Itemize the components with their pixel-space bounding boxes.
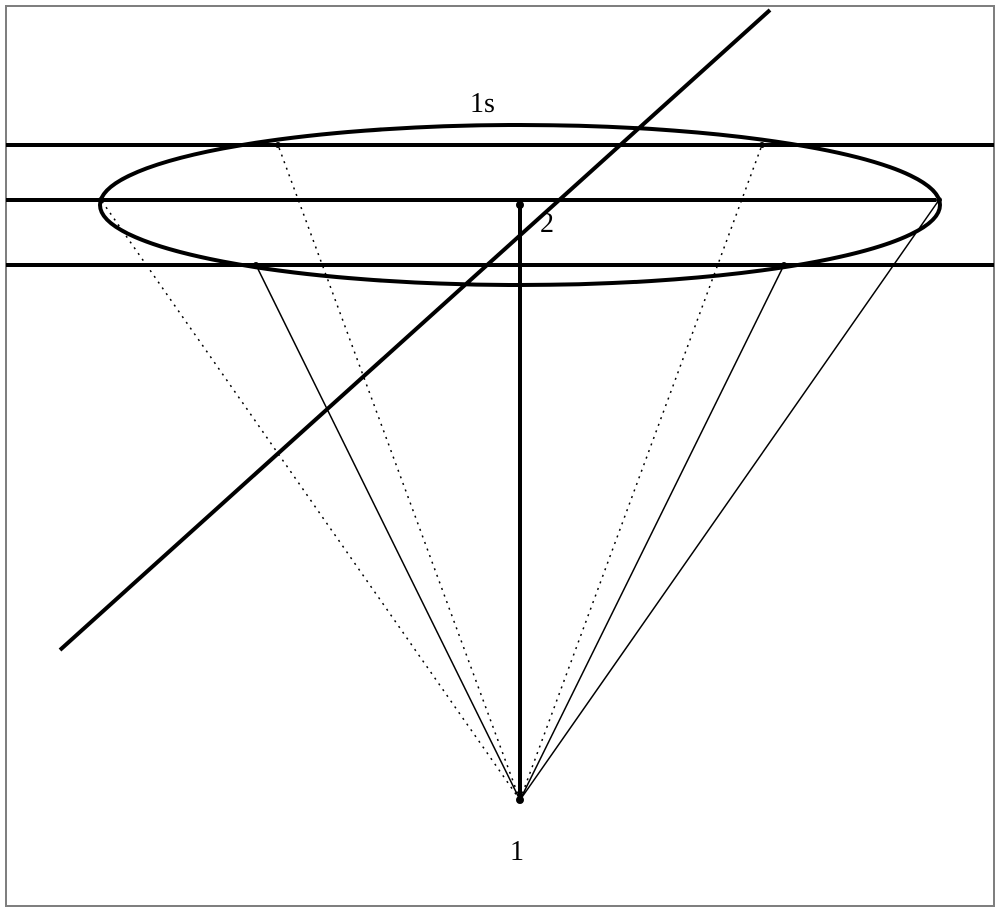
label-1: 1 bbox=[510, 836, 524, 867]
label-2: 2 bbox=[540, 208, 554, 239]
label-1s: 1s bbox=[470, 88, 495, 119]
